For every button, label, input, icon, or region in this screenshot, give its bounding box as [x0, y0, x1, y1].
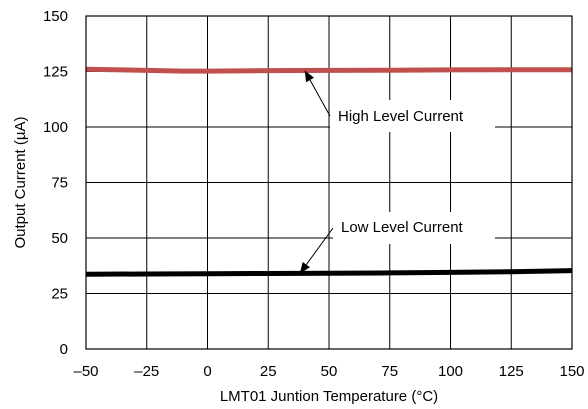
y-tick-label: 75	[51, 175, 68, 192]
low-level-current-label: Low Level Current	[341, 219, 464, 236]
x-tick-label: 75	[381, 363, 398, 380]
y-tick-label: 50	[51, 230, 68, 247]
y-axis-tick-labels: 0 25 50 75 100 125 150	[43, 8, 68, 358]
plot-frame	[85, 15, 573, 350]
low-level-current-line	[85, 268, 573, 277]
x-axis-tick-labels: –50 –25 0 25 50 75 100 125 150	[73, 363, 584, 380]
x-axis-title: LMT01 Juntion Temperature (°C)	[220, 388, 438, 405]
y-tick-label: 100	[43, 119, 68, 136]
x-tick-label: 125	[499, 363, 524, 380]
series-group	[85, 66, 573, 277]
low-level-current-leader-line	[305, 227, 334, 265]
y-axis-title: Output Current (µA)	[12, 116, 29, 248]
grid	[86, 16, 572, 349]
annotation-group: High Level Current Low Level Current	[299, 70, 495, 274]
x-tick-label: 50	[321, 363, 338, 380]
y-tick-label: 25	[51, 286, 68, 303]
high-level-current-leader-line	[309, 79, 331, 117]
high-level-current-label-box	[330, 100, 495, 132]
x-tick-label: 150	[559, 363, 584, 380]
y-tick-label: 150	[43, 8, 68, 25]
low-level-current-arrowhead	[299, 262, 310, 274]
y-tick-label: 0	[60, 341, 68, 358]
x-tick-label: 0	[203, 363, 211, 380]
x-tick-label: 25	[260, 363, 277, 380]
x-tick-label: –50	[73, 363, 98, 380]
high-level-current-arrowhead	[304, 70, 314, 83]
low-level-current-label-box	[333, 212, 495, 244]
x-tick-label: –25	[134, 363, 159, 380]
x-tick-label: 100	[438, 363, 463, 380]
y-tick-label: 125	[43, 64, 68, 81]
high-level-current-line	[85, 66, 572, 74]
high-level-current-label: High Level Current	[338, 108, 464, 125]
